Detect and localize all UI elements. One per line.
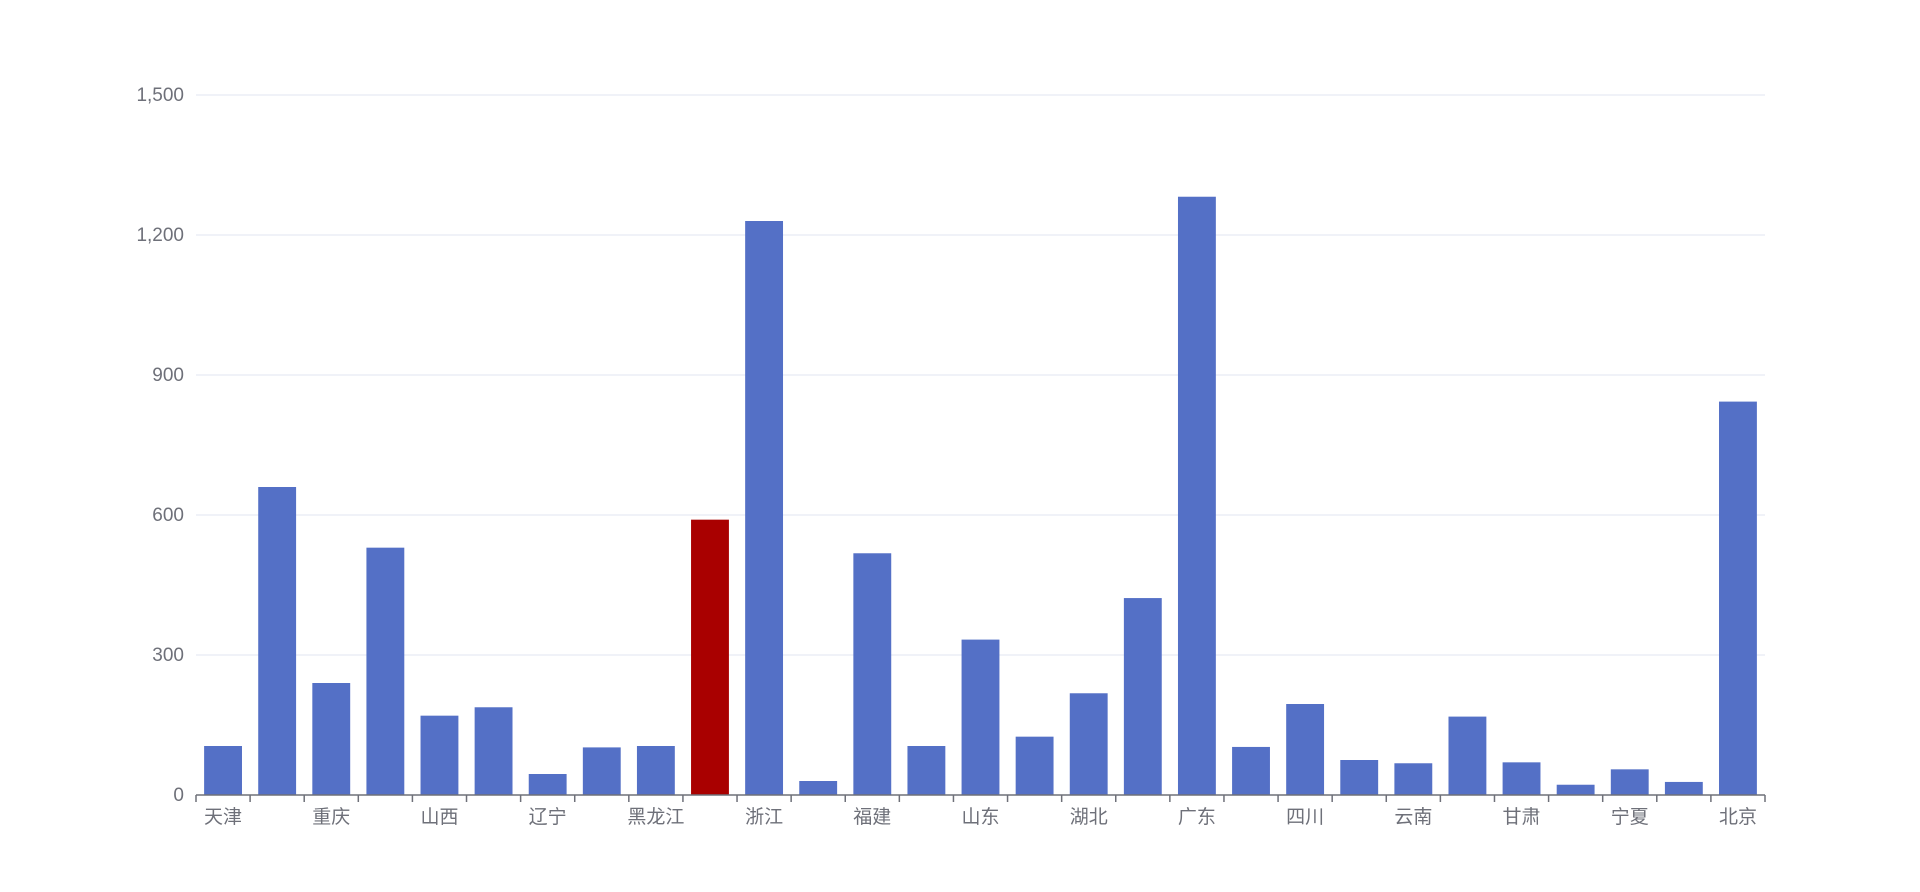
bar [258, 487, 297, 795]
x-tick-label: 湖北 [1070, 806, 1108, 828]
bar [420, 715, 459, 795]
bars [204, 196, 1757, 795]
bar [1340, 760, 1379, 795]
x-tick-label: 福建 [853, 806, 891, 828]
bar [1448, 716, 1487, 795]
x-tick-label: 辽宁 [529, 806, 567, 828]
bar [636, 746, 675, 795]
x-tick-label: 广东 [1178, 806, 1216, 828]
bar [204, 746, 242, 795]
bar [853, 553, 892, 795]
y-tick-label: 1,500 [136, 85, 184, 106]
bar [366, 547, 405, 795]
bar [1069, 693, 1108, 795]
x-tick-label: 云南 [1394, 806, 1432, 828]
x-tick-label: 山西 [420, 806, 458, 828]
bar [1719, 401, 1757, 795]
bar [1610, 769, 1649, 795]
bar [907, 746, 946, 795]
x-tick-label: 甘肃 [1503, 806, 1541, 828]
bar [312, 683, 351, 795]
x-tick-label: 黑龙江 [627, 806, 684, 828]
x-tick-label: 北京 [1719, 806, 1757, 828]
y-tick-label: 0 [173, 785, 184, 806]
bar [1502, 762, 1541, 795]
bar [1232, 746, 1270, 795]
x-tick-label: 宁夏 [1611, 806, 1649, 828]
bar [1664, 781, 1703, 795]
y-tick-label: 300 [152, 645, 184, 666]
bar [799, 781, 838, 795]
x-tick-label: 天津 [204, 806, 242, 828]
bar [474, 707, 513, 795]
axes [195, 794, 1766, 802]
y-tick-label: 600 [152, 505, 184, 526]
bar [1177, 196, 1216, 795]
bar [691, 519, 729, 795]
x-tick-labels: 天津 重庆 山西 辽宁 黑龙江 浙江 福建 山东 湖北 广东 四川 云南 甘肃 宁夏 北京 [204, 806, 1757, 828]
bar [1015, 736, 1054, 795]
x-tick-label: 重庆 [312, 806, 350, 828]
bar [1394, 763, 1433, 795]
bar [1286, 704, 1325, 795]
bar [528, 774, 567, 795]
x-tick-label: 浙江 [745, 806, 783, 828]
grid-lines [196, 94, 1765, 656]
bar [1556, 784, 1595, 795]
x-tick-label: 山东 [961, 806, 999, 828]
bar [582, 747, 621, 795]
y-tick-labels: 0 300 600 900 1,200 1,500 [136, 85, 184, 806]
y-tick-label: 900 [152, 365, 184, 386]
y-tick-label: 1,200 [136, 225, 184, 246]
bar [961, 639, 1000, 795]
x-tick-label: 四川 [1286, 806, 1324, 828]
bar [745, 221, 784, 795]
bar [1123, 598, 1162, 795]
